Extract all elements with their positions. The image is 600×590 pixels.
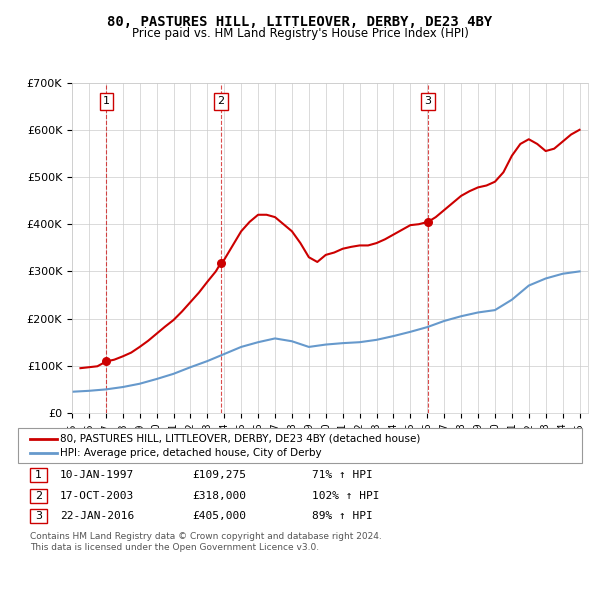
Point — [216, 258, 226, 268]
Text: 17-OCT-2003: 17-OCT-2003 — [60, 491, 134, 500]
Text: £318,000: £318,000 — [192, 491, 246, 500]
Text: Contains HM Land Registry data © Crown copyright and database right 2024.: Contains HM Land Registry data © Crown c… — [30, 532, 382, 541]
Text: 2: 2 — [35, 491, 42, 500]
Point — [101, 357, 111, 366]
Text: 80, PASTURES HILL, LITTLEOVER, DERBY, DE23 4BY (detached house): 80, PASTURES HILL, LITTLEOVER, DERBY, DE… — [60, 434, 421, 444]
Text: Price paid vs. HM Land Registry's House Price Index (HPI): Price paid vs. HM Land Registry's House … — [131, 27, 469, 40]
Point — [424, 217, 433, 227]
Text: 3: 3 — [425, 97, 431, 106]
Text: 22-JAN-2016: 22-JAN-2016 — [60, 512, 134, 521]
Text: 3: 3 — [35, 512, 42, 521]
Text: 102% ↑ HPI: 102% ↑ HPI — [312, 491, 380, 500]
Text: 1: 1 — [35, 470, 42, 480]
Text: This data is licensed under the Open Government Licence v3.0.: This data is licensed under the Open Gov… — [30, 543, 319, 552]
Text: £109,275: £109,275 — [192, 470, 246, 480]
Text: 2: 2 — [217, 97, 224, 106]
Text: 89% ↑ HPI: 89% ↑ HPI — [312, 512, 373, 521]
Text: 1: 1 — [103, 97, 110, 106]
Text: £405,000: £405,000 — [192, 512, 246, 521]
Text: 10-JAN-1997: 10-JAN-1997 — [60, 470, 134, 480]
Text: HPI: Average price, detached house, City of Derby: HPI: Average price, detached house, City… — [60, 448, 322, 458]
Text: 80, PASTURES HILL, LITTLEOVER, DERBY, DE23 4BY: 80, PASTURES HILL, LITTLEOVER, DERBY, DE… — [107, 15, 493, 29]
Text: 71% ↑ HPI: 71% ↑ HPI — [312, 470, 373, 480]
